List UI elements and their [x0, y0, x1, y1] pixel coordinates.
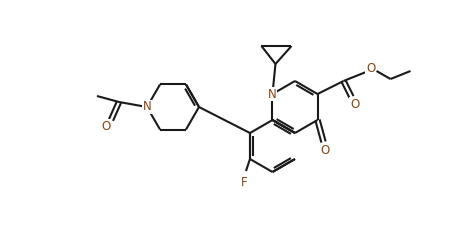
Text: O: O [320, 144, 329, 157]
Text: N: N [268, 88, 277, 101]
Text: N: N [143, 101, 152, 113]
Text: O: O [101, 119, 110, 133]
Text: O: O [366, 63, 375, 76]
Text: F: F [241, 176, 247, 189]
Text: O: O [350, 97, 359, 110]
